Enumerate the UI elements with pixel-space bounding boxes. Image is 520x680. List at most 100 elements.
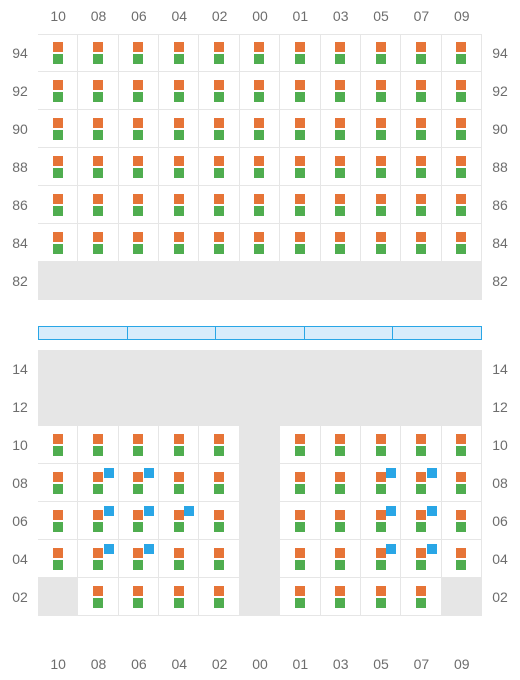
grid-cell[interactable] [240, 388, 280, 426]
grid-cell[interactable] [280, 540, 320, 578]
grid-cell[interactable] [38, 34, 78, 72]
grid-cell[interactable] [361, 186, 401, 224]
grid-cell[interactable] [199, 186, 239, 224]
grid-cell[interactable] [159, 502, 199, 540]
grid-cell[interactable] [401, 464, 441, 502]
grid-cell[interactable] [78, 186, 118, 224]
grid-cell[interactable] [119, 350, 159, 388]
grid-cell[interactable] [240, 72, 280, 110]
grid-cell[interactable] [442, 350, 482, 388]
grid-cell[interactable] [401, 426, 441, 464]
grid-cell[interactable] [240, 262, 280, 300]
grid-cell[interactable] [442, 540, 482, 578]
grid-cell[interactable] [442, 72, 482, 110]
grid-cell[interactable] [321, 224, 361, 262]
grid-cell[interactable] [401, 186, 441, 224]
grid-cell[interactable] [401, 350, 441, 388]
grid-cell[interactable] [240, 186, 280, 224]
grid-cell[interactable] [78, 464, 118, 502]
grid-cell[interactable] [361, 350, 401, 388]
grid-cell[interactable] [119, 224, 159, 262]
grid-cell[interactable] [199, 350, 239, 388]
grid-cell[interactable] [119, 262, 159, 300]
grid-cell[interactable] [361, 148, 401, 186]
grid-cell[interactable] [78, 578, 118, 616]
grid-cell[interactable] [78, 350, 118, 388]
grid-cell[interactable] [321, 34, 361, 72]
grid-cell[interactable] [401, 72, 441, 110]
grid-cell[interactable] [78, 388, 118, 426]
grid-cell[interactable] [78, 34, 118, 72]
grid-cell[interactable] [280, 578, 320, 616]
grid-cell[interactable] [240, 464, 280, 502]
grid-cell[interactable] [240, 34, 280, 72]
grid-cell[interactable] [361, 426, 401, 464]
grid-cell[interactable] [119, 34, 159, 72]
grid-cell[interactable] [119, 388, 159, 426]
grid-cell[interactable] [38, 464, 78, 502]
grid-cell[interactable] [199, 388, 239, 426]
grid-cell[interactable] [442, 578, 482, 616]
grid-cell[interactable] [280, 186, 320, 224]
grid-cell[interactable] [401, 502, 441, 540]
grid-cell[interactable] [240, 578, 280, 616]
grid-cell[interactable] [78, 148, 118, 186]
grid-cell[interactable] [321, 72, 361, 110]
grid-cell[interactable] [280, 72, 320, 110]
grid-cell[interactable] [280, 388, 320, 426]
grid-cell[interactable] [401, 262, 441, 300]
grid-cell[interactable] [321, 540, 361, 578]
grid-cell[interactable] [240, 350, 280, 388]
grid-cell[interactable] [361, 72, 401, 110]
grid-cell[interactable] [442, 388, 482, 426]
grid-cell[interactable] [442, 34, 482, 72]
grid-cell[interactable] [442, 426, 482, 464]
grid-cell[interactable] [321, 426, 361, 464]
grid-cell[interactable] [119, 426, 159, 464]
grid-cell[interactable] [119, 540, 159, 578]
grid-cell[interactable] [38, 502, 78, 540]
grid-cell[interactable] [199, 72, 239, 110]
grid-cell[interactable] [159, 388, 199, 426]
grid-cell[interactable] [321, 148, 361, 186]
grid-cell[interactable] [38, 72, 78, 110]
grid-cell[interactable] [401, 34, 441, 72]
grid-cell[interactable] [38, 540, 78, 578]
grid-cell[interactable] [78, 110, 118, 148]
grid-cell[interactable] [280, 148, 320, 186]
grid-cell[interactable] [401, 110, 441, 148]
grid-cell[interactable] [361, 540, 401, 578]
grid-cell[interactable] [442, 148, 482, 186]
grid-cell[interactable] [159, 34, 199, 72]
grid-cell[interactable] [361, 502, 401, 540]
grid-cell[interactable] [38, 224, 78, 262]
grid-cell[interactable] [38, 148, 78, 186]
grid-cell[interactable] [199, 464, 239, 502]
grid-cell[interactable] [159, 426, 199, 464]
grid-cell[interactable] [159, 224, 199, 262]
grid-cell[interactable] [280, 502, 320, 540]
grid-cell[interactable] [119, 578, 159, 616]
grid-cell[interactable] [361, 224, 401, 262]
grid-cell[interactable] [78, 426, 118, 464]
grid-cell[interactable] [199, 148, 239, 186]
grid-cell[interactable] [321, 350, 361, 388]
grid-cell[interactable] [321, 388, 361, 426]
grid-cell[interactable] [199, 578, 239, 616]
grid-cell[interactable] [442, 224, 482, 262]
grid-cell[interactable] [78, 72, 118, 110]
rack-segment[interactable] [216, 327, 305, 339]
grid-cell[interactable] [199, 110, 239, 148]
grid-cell[interactable] [38, 186, 78, 224]
grid-cell[interactable] [442, 502, 482, 540]
grid-cell[interactable] [442, 464, 482, 502]
grid-cell[interactable] [119, 72, 159, 110]
grid-cell[interactable] [240, 540, 280, 578]
grid-cell[interactable] [361, 34, 401, 72]
grid-cell[interactable] [199, 426, 239, 464]
grid-cell[interactable] [240, 148, 280, 186]
grid-cell[interactable] [159, 540, 199, 578]
grid-cell[interactable] [159, 464, 199, 502]
rack-segment[interactable] [128, 327, 217, 339]
grid-cell[interactable] [321, 578, 361, 616]
